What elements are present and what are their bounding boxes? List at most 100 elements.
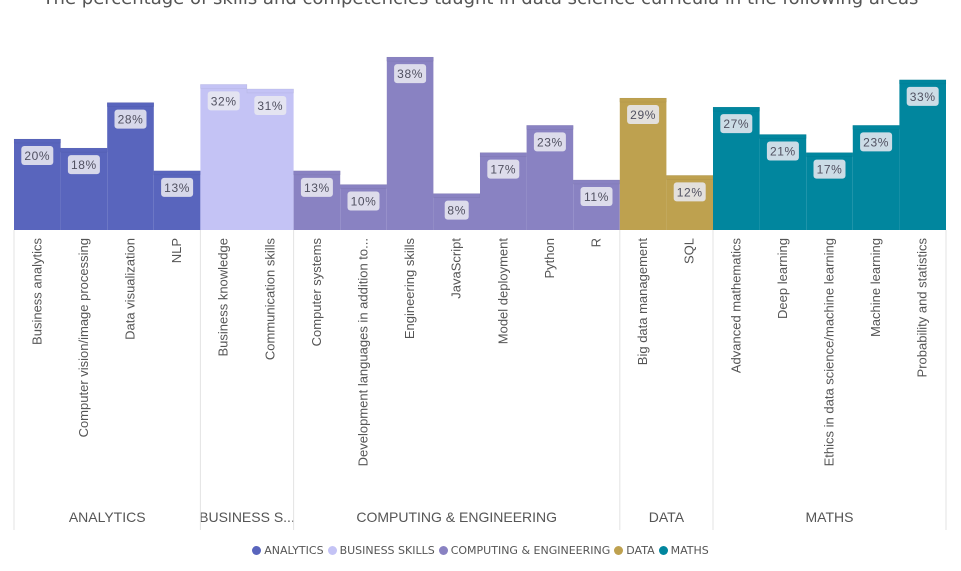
category-tick-label: Computer vision/image processing xyxy=(76,238,91,437)
data-label: 13% xyxy=(304,181,330,195)
category-tick-label: Communication skills xyxy=(262,238,277,361)
data-label: 23% xyxy=(863,135,889,149)
data-label-badge xyxy=(487,159,520,179)
data-label-badge xyxy=(906,86,939,106)
chart-title: The percentage of skills and competencie… xyxy=(0,0,961,8)
data-label-badge xyxy=(67,155,100,175)
data-label: 18% xyxy=(71,158,97,172)
legend-item[interactable]: DATA xyxy=(614,544,655,557)
data-label-badge xyxy=(720,114,753,134)
data-label: 27% xyxy=(723,117,749,131)
category-tick-label: Deep learning xyxy=(775,238,790,319)
data-label: 21% xyxy=(770,144,796,158)
category-tick-label: Business knowledge xyxy=(216,238,231,357)
bar-top-edge xyxy=(805,152,854,157)
bar-top-edge xyxy=(572,179,621,185)
legend-dot-icon xyxy=(658,546,668,555)
data-label-badge xyxy=(161,177,194,197)
bar-top-edge xyxy=(852,125,900,130)
category-tick-label: Advanced mathematics xyxy=(728,238,743,374)
bar-top-edge xyxy=(479,152,527,157)
group-label: COMPUTING & ENGINEERING xyxy=(356,509,557,525)
bar-top-edge xyxy=(712,106,760,112)
bar xyxy=(386,57,434,230)
bar-top-edge xyxy=(899,79,947,85)
legend-label: BUSINESS SKILLS xyxy=(339,544,435,557)
chart-legend: ANALYTICS BUSINESS SKILLS COMPUTING & ENGI… xyxy=(0,544,961,558)
legend-dot-icon xyxy=(614,546,624,555)
data-label: 33% xyxy=(910,90,936,104)
bar-chart: 20% Business analytics 18% Computer vision/… xyxy=(13,56,947,530)
data-label-badge xyxy=(673,182,706,202)
legend-label: ANALYTICS xyxy=(264,544,324,557)
legend-item[interactable]: MATHS xyxy=(658,544,709,557)
category-tick-label: Probability and statistics xyxy=(915,238,930,378)
bar-top-edge xyxy=(433,193,481,198)
data-label-badge xyxy=(533,132,566,152)
legend-label: MATHS xyxy=(670,544,709,557)
bar-top-edge xyxy=(246,88,294,94)
group-label: MATHS xyxy=(806,509,854,525)
data-label: 12% xyxy=(677,185,703,199)
data-label-badge xyxy=(347,191,380,211)
data-label-badge xyxy=(860,132,893,152)
bar-top-edge xyxy=(106,102,155,107)
bar-top-edge xyxy=(386,56,434,62)
data-label-badge xyxy=(580,186,613,206)
data-label: 10% xyxy=(351,195,377,209)
data-label-badge xyxy=(114,109,147,129)
data-label: 11% xyxy=(584,190,609,204)
category-tick-label: Big data management xyxy=(635,238,650,366)
category-tick-label: JavaScript xyxy=(449,238,464,299)
data-label: 29% xyxy=(630,108,656,122)
data-label: 20% xyxy=(24,149,50,163)
category-tick-label: Python xyxy=(542,238,557,278)
bar-top-edge xyxy=(60,147,108,153)
category-tick-label: Engineering skills xyxy=(402,238,417,340)
bar-top-edge xyxy=(526,125,574,130)
bar-top-edge xyxy=(293,170,341,176)
data-label: 31% xyxy=(257,99,283,113)
bar-top-edge xyxy=(13,138,61,144)
category-tick-label: Model deployment xyxy=(495,238,510,345)
data-label: 8% xyxy=(447,204,466,218)
category-tick-label: Machine learning xyxy=(868,238,883,337)
legend-label: COMPUTING & ENGINEERING xyxy=(450,544,611,557)
data-label-badge xyxy=(300,177,333,197)
legend-item[interactable]: BUSINESS SKILLS xyxy=(327,544,435,557)
category-tick-label: Development languages in addition to... xyxy=(356,238,371,466)
category-tick-label: NLP xyxy=(169,238,184,263)
legend-dot-icon xyxy=(327,546,337,555)
data-label: 17% xyxy=(817,163,843,177)
data-label-badge xyxy=(444,200,469,220)
data-label-badge xyxy=(207,91,240,111)
group-label: BUSINESS S... xyxy=(199,509,295,525)
data-label: 38% xyxy=(397,67,423,81)
legend-dot-icon xyxy=(438,546,448,555)
category-tick-label: Data visualization xyxy=(123,238,138,340)
data-label-badge xyxy=(394,64,427,84)
bar-top-edge xyxy=(153,170,201,176)
data-label-badge xyxy=(254,95,287,115)
group-label: ANALYTICS xyxy=(69,509,146,525)
data-label-badge xyxy=(627,105,660,125)
group-label: DATA xyxy=(649,509,685,525)
legend-item[interactable]: ANALYTICS xyxy=(252,544,324,557)
data-label: 23% xyxy=(537,135,563,149)
data-label-badge xyxy=(766,141,799,161)
bar-top-edge xyxy=(200,84,248,89)
category-tick-label: SQL xyxy=(682,238,697,264)
data-label-badge xyxy=(813,159,846,179)
data-label: 32% xyxy=(211,94,237,108)
category-tick-label: Business analytics xyxy=(29,238,44,345)
legend-label: DATA xyxy=(626,544,655,557)
data-label: 13% xyxy=(164,181,190,195)
legend-item[interactable]: COMPUTING & ENGINEERING xyxy=(438,544,611,557)
bar-top-edge xyxy=(759,134,807,139)
bar-top-edge xyxy=(666,175,714,180)
bar-top-edge xyxy=(339,184,388,189)
data-label: 17% xyxy=(490,163,516,177)
data-label-badge xyxy=(21,146,54,165)
legend-dot-icon xyxy=(252,546,262,555)
category-tick-label: Ethics in data science/machine learning xyxy=(822,238,837,466)
